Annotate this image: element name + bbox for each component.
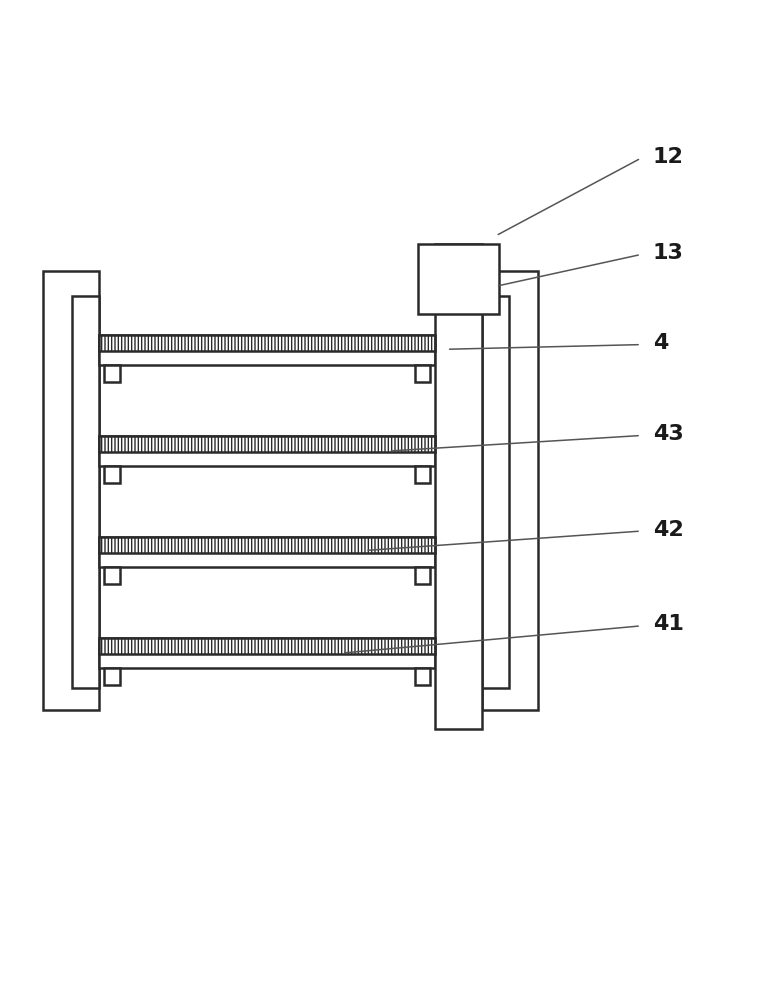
- Bar: [415, 365, 430, 382]
- Bar: [99, 537, 435, 553]
- Bar: [99, 436, 435, 452]
- Bar: [104, 668, 120, 685]
- Text: 13: 13: [653, 243, 684, 263]
- Bar: [72, 296, 99, 688]
- Bar: [415, 466, 430, 483]
- Text: 42: 42: [653, 520, 684, 540]
- Text: 4: 4: [653, 333, 668, 353]
- Bar: [43, 271, 99, 710]
- Bar: [435, 244, 482, 729]
- Bar: [99, 638, 435, 654]
- Bar: [99, 335, 435, 365]
- Bar: [482, 271, 538, 710]
- Bar: [415, 668, 430, 685]
- Bar: [99, 638, 435, 668]
- Bar: [99, 335, 435, 351]
- Bar: [99, 436, 435, 466]
- Bar: [482, 296, 509, 688]
- Text: 41: 41: [653, 614, 684, 634]
- Bar: [104, 466, 120, 483]
- Text: 43: 43: [653, 424, 684, 444]
- Bar: [104, 567, 120, 584]
- Bar: [418, 244, 499, 314]
- Bar: [99, 537, 435, 567]
- Bar: [415, 567, 430, 584]
- Bar: [104, 365, 120, 382]
- Text: 12: 12: [653, 147, 684, 167]
